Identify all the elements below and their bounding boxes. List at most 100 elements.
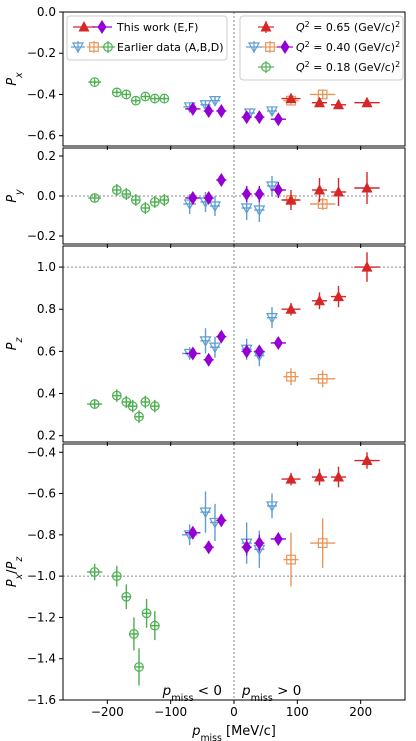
data-point [204,352,214,367]
data-point [149,401,160,412]
legend-label: This work (E,F) [116,21,198,34]
data-point [253,205,266,217]
x-tick-label: −200 [91,705,124,719]
data-point [134,662,144,672]
data-point [159,195,170,205]
data-point [273,335,283,350]
data-point [314,184,325,195]
legend-entry-this-work: This work (E,F) [73,20,198,34]
x-axis: −200 −100 0 100 200 pmiss [MeV/c] [91,705,372,741]
y-axis-label: Pz [5,337,25,351]
data-point [188,525,198,540]
legend-label: Earlier data (A,B,D) [117,41,224,54]
series-q040_blue [183,96,279,120]
data-point [317,89,328,100]
data-point [208,96,222,107]
data-point [149,197,160,207]
legend-marker [97,20,107,34]
y-tick-label: 0.2 [37,429,56,443]
legend-marker [261,62,271,72]
data-point [317,199,328,209]
data-point [216,173,226,187]
data-point [285,473,297,484]
data-point [129,629,139,639]
data-point [265,313,279,324]
data-point [254,536,264,551]
series-this_work [185,513,286,556]
data-point [242,110,252,125]
data-point [208,201,222,213]
series-q018 [87,389,160,424]
data-point [216,513,226,528]
data-point [273,531,283,546]
pmiss-negative-label: pmiss < 0 [162,683,222,704]
series-q065 [281,452,380,488]
series-this_work [185,101,286,127]
legend-entry-earlier-data: Earlier data (A,B,D) [71,41,224,54]
legend-entry-q2-1: Q2 = 0.40 (GeV/c)2 [246,40,400,55]
data-point [121,189,132,199]
legend-entry-q2-2: Q2 = 0.18 (GeV/c)2 [258,60,400,74]
data-point [111,390,122,401]
legend-marker [280,40,290,54]
y-tick-label: 0.8 [37,302,56,316]
data-point [204,540,214,555]
data-point [140,203,151,213]
data-point [159,93,170,104]
data-point [89,567,100,577]
data-point [361,96,373,108]
data-point [130,195,141,205]
legend-label: Q2 = 0.40 (GeV/c)2 [296,40,400,55]
series-q065 [281,252,380,316]
y-tick-label: −1.4 [27,652,56,666]
legend-marker [71,42,85,54]
y-tick-label: 0.6 [37,344,56,358]
data-point [140,91,151,102]
data-point [216,329,226,344]
panel-px: 0.0 −0.2 −0.4 −0.6 Px [5,5,406,150]
series-q018 [87,563,160,686]
y-tick-label: −0.2 [27,229,56,243]
series-q065 [281,92,380,110]
data-point [314,471,325,482]
data-point [286,371,296,382]
data-point [361,182,373,193]
data-point [149,93,160,104]
data-point [111,87,122,98]
y-tick-label: −0.8 [27,528,56,542]
data-point [188,346,198,361]
data-point [216,103,226,118]
data-point [141,608,152,619]
data-point [314,96,325,108]
series-q018 [88,77,170,106]
data-point [242,344,252,359]
y-tick-label: −0.4 [27,87,56,101]
legend-box [239,15,404,81]
series-this_work [185,329,286,367]
data-point [204,103,214,118]
x-axis-label: pmiss [MeV/c] [191,724,276,741]
data-point [265,501,279,513]
y-tick-label: −0.6 [27,129,56,143]
data-point [254,187,264,201]
data-point [111,185,122,195]
data-point [134,411,144,422]
legend-marker [89,42,99,52]
panel-pxpz: −0.4 −0.6 −0.8 −1.0 −1.2 −1.4 −1.6 Px/Pz [5,443,406,707]
data-point [130,95,141,106]
y-axis-label: Px [5,72,25,86]
y-tick-label: −1.0 [27,569,56,583]
data-point [273,112,283,127]
data-point [188,101,198,116]
data-point [242,540,252,555]
y-tick-label: −0.2 [27,46,56,60]
legend-right: Q2 = 0.65 (GeV/c)2 Q2 = 0.40 (GeV/c)2 Q2 =… [239,15,404,81]
data-point [242,187,252,201]
data-point [254,110,264,125]
x-tick-label: −100 [154,705,187,719]
series-q040_orange [283,518,336,587]
data-point [285,92,297,104]
pmiss-positive-label: pmiss > 0 [241,683,301,704]
y-tick-label: −0.4 [27,445,56,459]
y-axis-label: Py [5,189,25,203]
